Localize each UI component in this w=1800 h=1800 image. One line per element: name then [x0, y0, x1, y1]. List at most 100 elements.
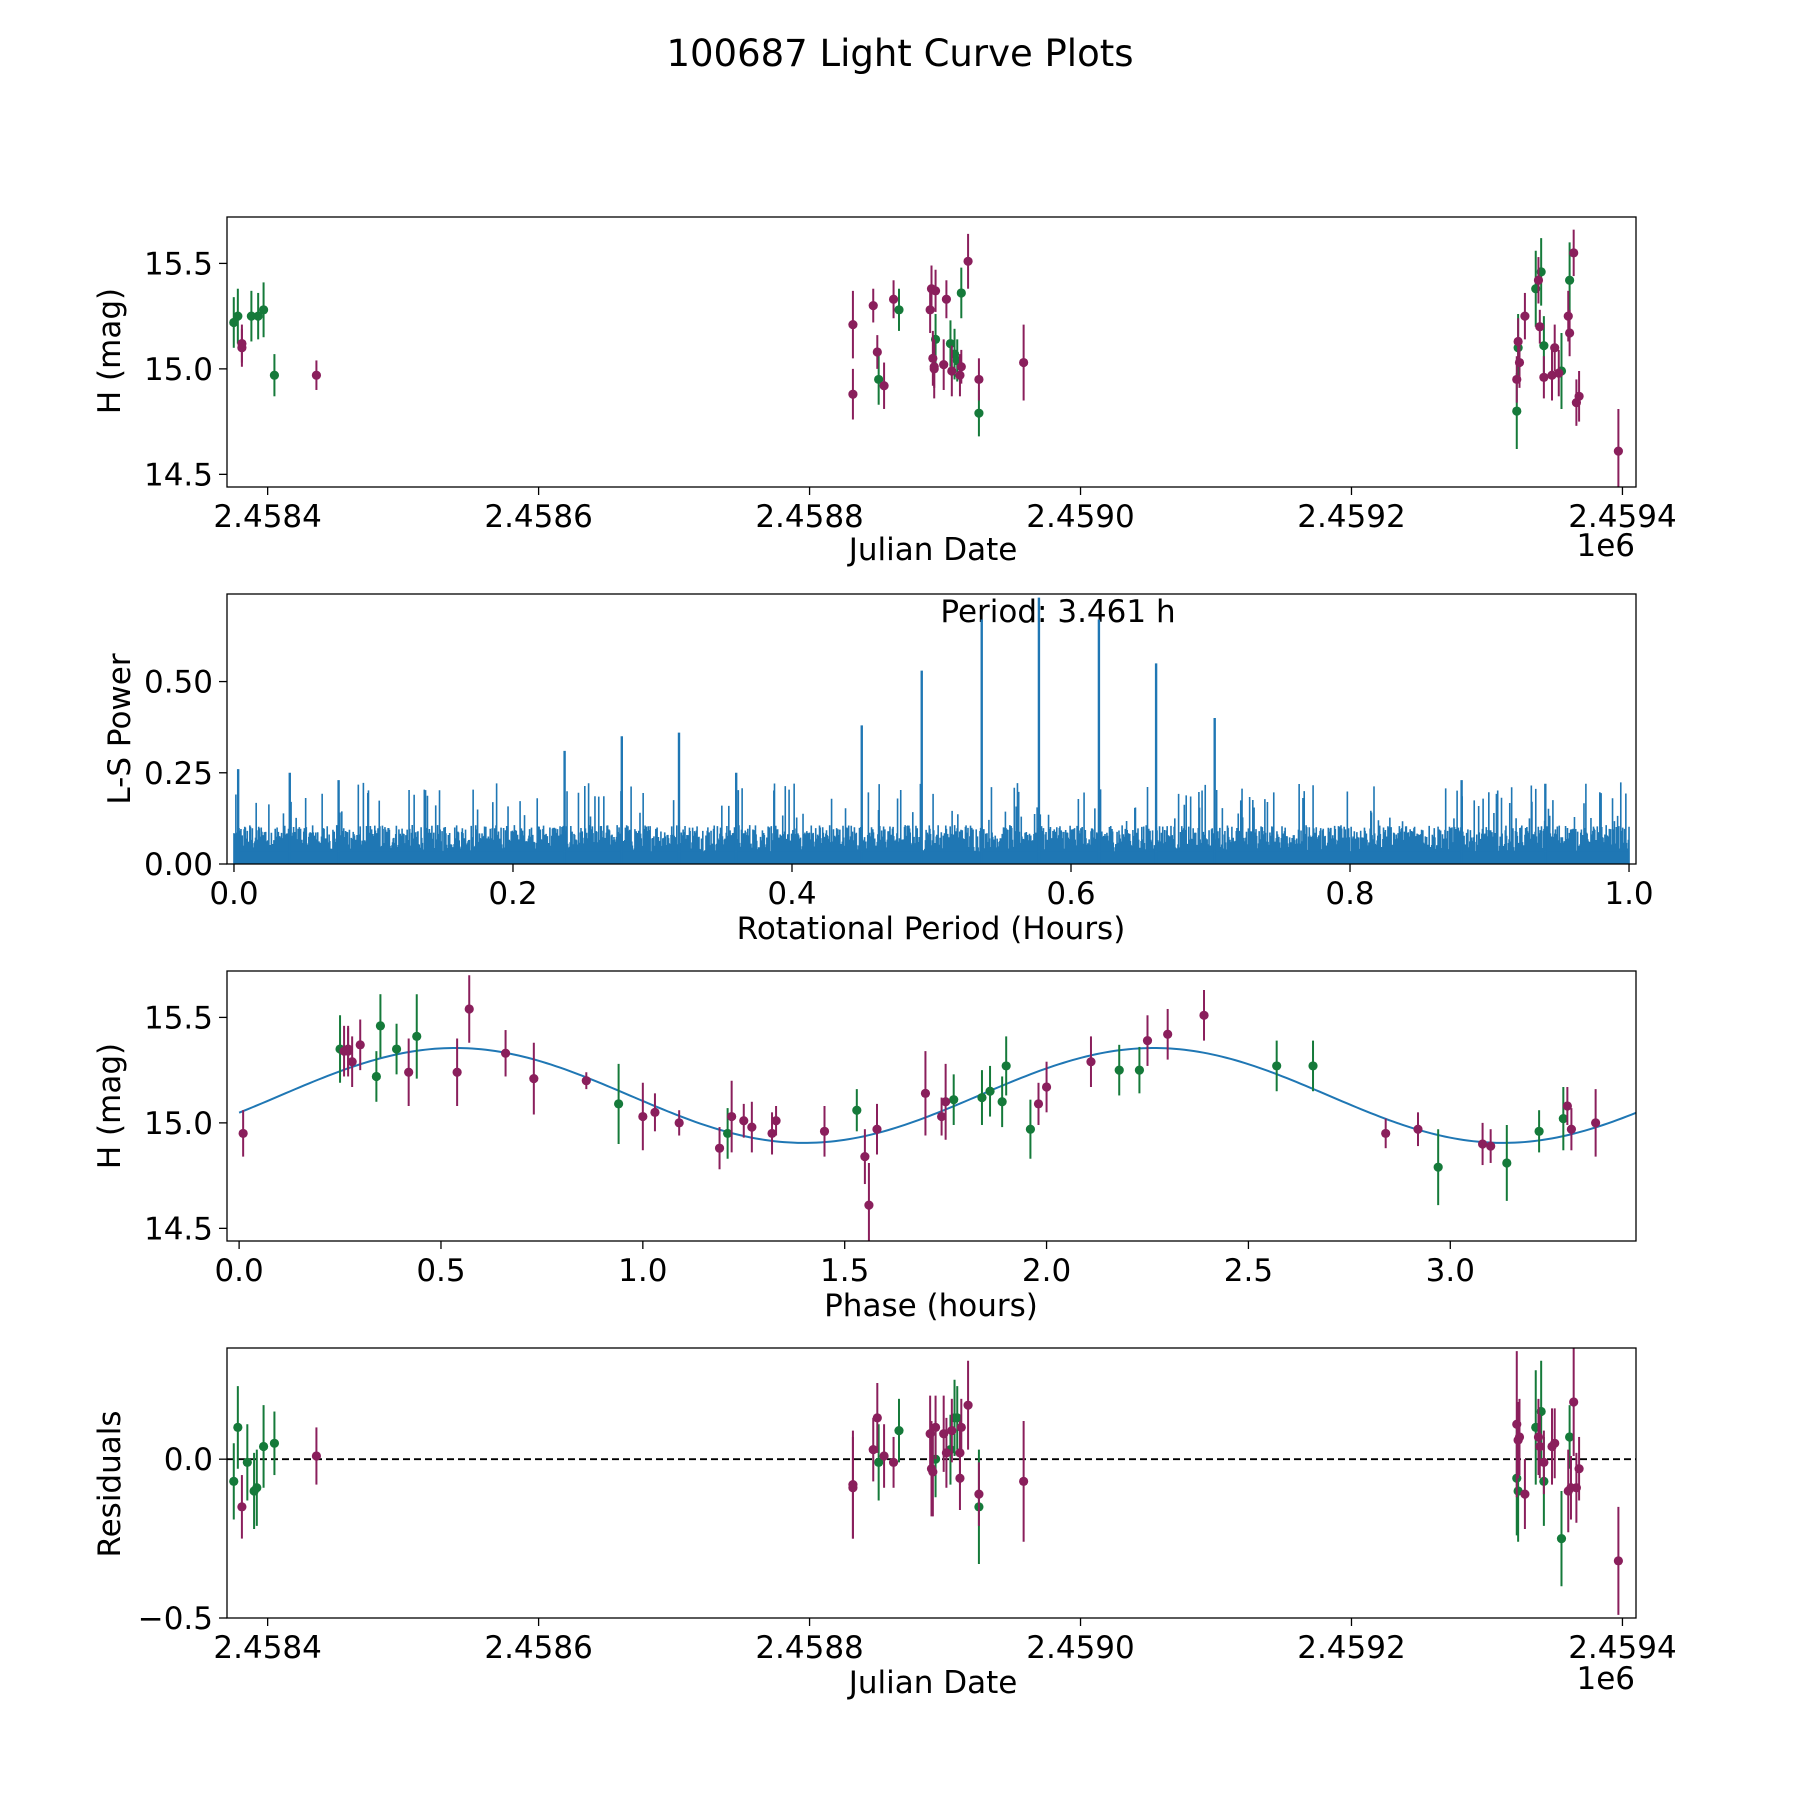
residuals-point-purple	[1533, 1432, 1544, 1442]
lightcurve-ytick-label: 15.5	[144, 246, 213, 282]
lightcurve-point-purple	[1613, 446, 1623, 456]
lightcurve-point-purple	[1514, 357, 1525, 368]
lightcurve-xtick-label: 2.4590	[1026, 499, 1134, 535]
phased-point-purple	[1486, 1141, 1496, 1151]
phased-point-purple	[936, 1111, 947, 1122]
phased-point-purple	[638, 1111, 648, 1122]
lightcurve-point-purple	[872, 347, 882, 357]
residuals-point-purple	[956, 1422, 966, 1433]
lightcurve-point-purple	[947, 366, 957, 376]
lightcurve-point-purple	[1569, 248, 1579, 258]
residuals-point-purple	[311, 1451, 322, 1461]
phased-point-purple	[1477, 1139, 1488, 1149]
residuals-point-green	[894, 1425, 904, 1436]
phased-xtick-label: 3.0	[1426, 1253, 1475, 1289]
phased-point-green	[375, 1021, 386, 1031]
residuals-point-purple	[848, 1483, 858, 1493]
lightcurve-xtick-label: 2.4594	[1568, 499, 1676, 535]
residuals-panel: Residuals Julian Date 1e6	[92, 1410, 1635, 1701]
residuals-ylabel: Residuals	[92, 1410, 128, 1557]
residuals-point-green	[952, 1413, 962, 1423]
phased-point-green	[852, 1105, 862, 1115]
phased-point-green	[1308, 1061, 1318, 1071]
lightcurve-point-purple	[311, 370, 322, 380]
lightcurve-point-purple	[925, 305, 935, 315]
lightcurve-ytick-label: 15.0	[144, 352, 213, 388]
periodogram-ylabel: L-S Power	[102, 653, 138, 804]
phased-point-green	[614, 1099, 624, 1109]
phased-point-green	[391, 1044, 402, 1054]
lightcurve-point-purple	[848, 389, 858, 399]
phased-xtick-label: 0.5	[416, 1253, 465, 1289]
lightcurve-ylabel: H (mag)	[92, 288, 128, 414]
residuals-frame	[226, 1347, 1637, 1619]
phased-point-purple	[819, 1126, 830, 1136]
residuals-point-purple	[930, 1422, 941, 1433]
residuals-point-purple	[1514, 1432, 1525, 1442]
lightcurve-point-purple	[974, 374, 984, 385]
phased-xtick-label: 2.0	[1022, 1253, 1071, 1289]
phased-point-purple	[1163, 1029, 1173, 1039]
residuals-xtick-label: 2.4588	[755, 1630, 863, 1666]
phased-point-purple	[1199, 1010, 1209, 1020]
residuals-points	[229, 1348, 1623, 1615]
phased-points	[238, 975, 1601, 1241]
periodogram-ytick-label: 0.00	[144, 847, 213, 883]
residuals-point-green	[258, 1441, 269, 1452]
phased-ylabel: H (mag)	[92, 1043, 128, 1169]
phased-ytick-label: 15.0	[144, 1106, 213, 1142]
periodogram-xtick-label: 0.4	[767, 876, 816, 912]
residuals-point-purple	[1613, 1556, 1623, 1566]
lightcurve-point-green	[956, 288, 966, 298]
lightcurve-ytick-label: 14.5	[144, 457, 213, 493]
residuals-point-purple	[1574, 1464, 1584, 1474]
lightcurve-point-purple	[848, 319, 858, 330]
phased-point-purple	[581, 1076, 591, 1086]
phased-point-purple	[1142, 1036, 1153, 1046]
phased-ytick-label: 14.5	[144, 1211, 213, 1247]
lightcurve-point-purple	[1513, 336, 1523, 347]
lightcurve-point-purple	[1019, 357, 1029, 368]
phased-xtick-label: 0.0	[214, 1253, 263, 1289]
residuals-point-green	[252, 1483, 262, 1493]
lightcurve-point-green	[253, 311, 263, 321]
residuals-point-purple	[941, 1448, 952, 1458]
lightcurve-point-purple	[868, 300, 878, 311]
periodogram-ytick-label: 0.25	[144, 756, 213, 792]
lightcurve-point-green	[874, 374, 884, 385]
phased-frame	[226, 970, 1637, 1242]
lightcurve-point-green	[258, 305, 269, 315]
lightcurve-points	[229, 229, 1623, 487]
lightcurve-offset-label: 1e6	[1576, 528, 1635, 564]
lightcurve-point-purple	[963, 256, 973, 266]
lightcurve-frame	[226, 216, 1637, 488]
periodogram-baseline-band	[233, 851, 1630, 864]
lightcurve-point-purple	[1574, 391, 1584, 401]
lightcurve-xtick-label: 2.4586	[484, 499, 592, 535]
phased-point-green	[371, 1071, 381, 1082]
phased-point-purple	[714, 1143, 725, 1153]
lightcurve-xtick-label: 2.4584	[213, 499, 321, 535]
phased-point-purple	[404, 1067, 414, 1077]
phased-point-green	[1025, 1124, 1036, 1134]
phased-point-green	[1114, 1065, 1124, 1075]
residuals-point-green	[1556, 1533, 1567, 1544]
residuals-point-green	[874, 1457, 884, 1467]
phased-point-purple	[727, 1111, 737, 1122]
residuals-point-purple	[963, 1400, 973, 1410]
phased-point-green	[1502, 1158, 1512, 1168]
periodogram-ytick-label: 0.50	[144, 665, 213, 701]
lightcurve-point-purple	[928, 353, 938, 363]
residuals-point-purple	[872, 1413, 882, 1423]
lightcurve-point-purple	[1563, 311, 1573, 321]
lightcurve-point-green	[1512, 406, 1522, 416]
residuals-point-purple	[1569, 1397, 1579, 1407]
lightcurve-axes: 2.4584 2.4586 2.4588 2.4590 2.4592 2.4594 14.5…	[144, 246, 1677, 535]
lightcurve-point-purple	[939, 360, 949, 370]
phased-point-purple	[238, 1128, 248, 1139]
phased-point-green	[412, 1031, 422, 1041]
phased-point-purple	[860, 1152, 870, 1162]
phased-point-green	[1534, 1126, 1544, 1136]
residuals-point-purple	[1520, 1489, 1530, 1499]
